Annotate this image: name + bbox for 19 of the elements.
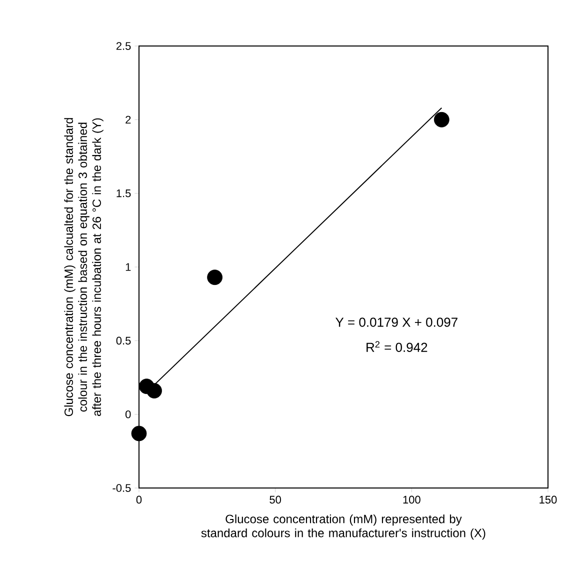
y-tick-label: 2.5	[116, 42, 131, 50]
point	[146, 383, 162, 398]
x-tick-label: 150	[540, 496, 557, 504]
annotation: R$^{2}$ = 0.942	[366, 341, 428, 352]
x-axis-title: Glucose concentration (mM) represented by standard colours in the manufacturer's instruction (X)	[201, 514, 486, 540]
x-tick-label: 50	[270, 496, 281, 504]
y-axis-title: Glucose concentration (mM) calcualted for the standard colour in the instruction based on equation 3 obtained after the three hours incubation at 26 °C in the dark (Y)	[64, 118, 104, 416]
y-tick-label: 2	[126, 116, 131, 124]
point	[434, 112, 450, 128]
point	[207, 270, 222, 286]
y-tick-label: -0.5	[112, 484, 131, 492]
x-tick-label: 100	[403, 496, 420, 504]
y-tick-label: 1.5	[116, 190, 131, 198]
x-tick-label: 0	[136, 496, 142, 504]
y-tick-label: 0.5	[116, 336, 131, 345]
y-tick-label: 0	[126, 410, 131, 418]
annotation: Y = 0.0179 X + 0.097	[336, 318, 458, 327]
y-tick-label: 1	[126, 263, 131, 271]
point	[131, 426, 147, 442]
